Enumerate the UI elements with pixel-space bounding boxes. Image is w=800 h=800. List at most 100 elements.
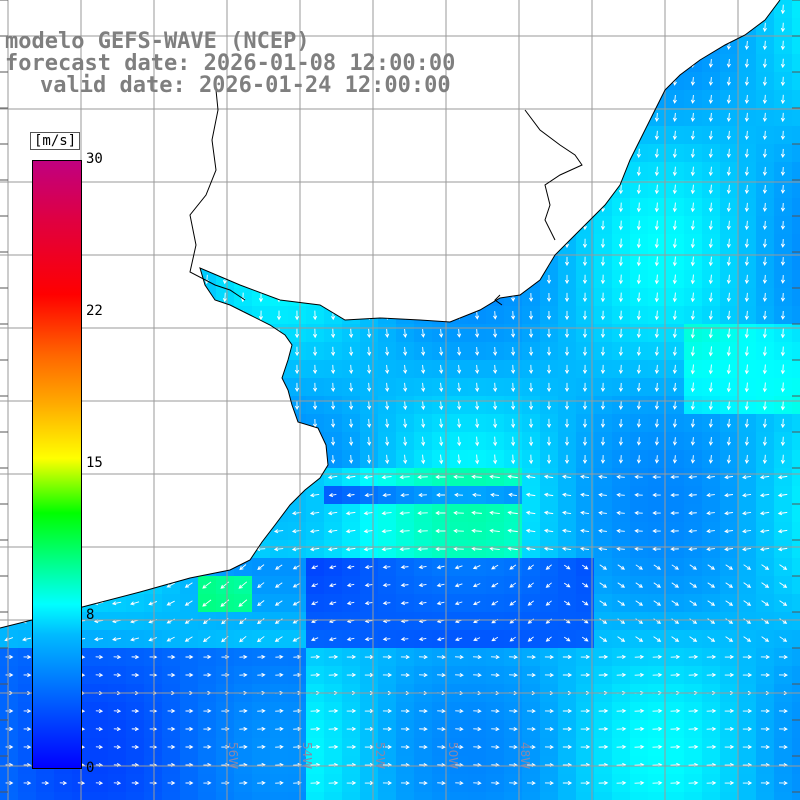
wind-arrow [167,672,176,678]
wind-arrow [418,565,427,570]
wind-arrow [131,780,140,786]
wind-arrow [240,202,246,213]
wind-cell [378,306,397,325]
wind-arrow [636,256,641,267]
wind-arrow [742,726,753,732]
wind-arrow [403,436,408,447]
wind-cell [162,360,181,379]
wind-arrow [294,455,300,464]
wind-arrow [457,346,462,356]
wind-arrow [475,112,480,123]
wind-arrow [510,167,516,176]
wind-cell [162,792,181,800]
wind-arrow [690,274,695,285]
wind-arrow [582,4,588,14]
wind-cell [522,54,541,73]
wind-arrow [382,708,393,714]
wind-arrow [419,780,428,786]
wind-arrow [276,148,282,159]
wind-arrow [475,203,480,212]
wind-cell [0,486,19,505]
wind-cell [594,180,613,199]
wind-cell [90,0,109,19]
wind-cell [234,198,253,217]
wind-arrow [581,600,589,606]
wind-cell [126,162,145,181]
wind-arrow [616,510,625,515]
wind-arrow [780,166,785,176]
wind-cell [108,522,127,541]
wind-cell [504,126,523,145]
wind-arrow [508,654,518,660]
wind-arrow [690,5,695,14]
wind-arrow [742,529,752,534]
wind-arrow [96,257,101,266]
wind-arrow [493,382,498,393]
wind-cell [792,558,800,577]
wind-arrow [528,346,534,356]
wind-arrow [239,672,248,678]
wind-arrow [403,400,408,411]
wind-arrow [421,257,426,266]
wind-cell [144,792,163,800]
wind-cell [504,0,523,19]
wind-cell [144,414,163,433]
wind-cell [450,288,469,307]
wind-arrow [421,275,426,284]
wind-arrow [129,583,140,588]
wind-arrow [436,637,445,642]
wind-arrow [439,329,444,338]
wind-arrow [509,726,518,732]
wind-cell [90,234,109,253]
wind-cell [558,198,577,217]
wind-cell [216,396,235,415]
wind-arrow [367,400,372,411]
wind-arrow [257,654,266,660]
wind-arrow [618,220,623,231]
wind-arrow [562,780,573,786]
wind-arrow [777,475,788,480]
wind-arrow [457,364,462,375]
wind-arrow [114,436,119,447]
wind-arrow [132,436,137,447]
wind-arrow [457,148,462,158]
wind-arrow [439,400,444,411]
wind-arrow [21,528,32,533]
wind-cell [108,378,127,397]
wind-cell [144,378,163,397]
wind-arrow [761,636,770,642]
wind-cell [0,180,19,199]
wind-arrow [132,275,137,284]
wind-arrow [294,184,300,195]
wind-arrow [113,654,122,660]
wind-arrow [561,510,572,515]
wind-arrow [21,474,32,479]
wind-arrow [528,454,534,465]
wind-arrow [654,94,659,104]
wind-arrow [349,23,354,32]
wind-cell [162,180,181,199]
wind-cell [198,0,217,19]
wind-cell [216,324,235,343]
wind-arrow [473,672,482,678]
wind-arrow [616,744,627,750]
wind-arrow [167,744,176,750]
wind-arrow [276,130,282,141]
wind-arrow [95,780,104,786]
wind-arrow [167,654,176,660]
wind-arrow [403,184,408,194]
wind-cell [486,108,505,127]
wind-cell [0,396,19,415]
wind-arrow [779,726,788,732]
wind-arrow [21,546,32,551]
wind-cell [0,342,19,361]
wind-arrow [562,726,573,732]
wind-arrow [617,636,626,642]
wind-cell [414,18,433,37]
wind-cell [558,216,577,235]
wind-arrow [507,510,518,515]
wind-cell [450,162,469,181]
wind-arrow [528,166,534,176]
wind-cell [180,144,199,163]
wind-cell [612,126,631,145]
